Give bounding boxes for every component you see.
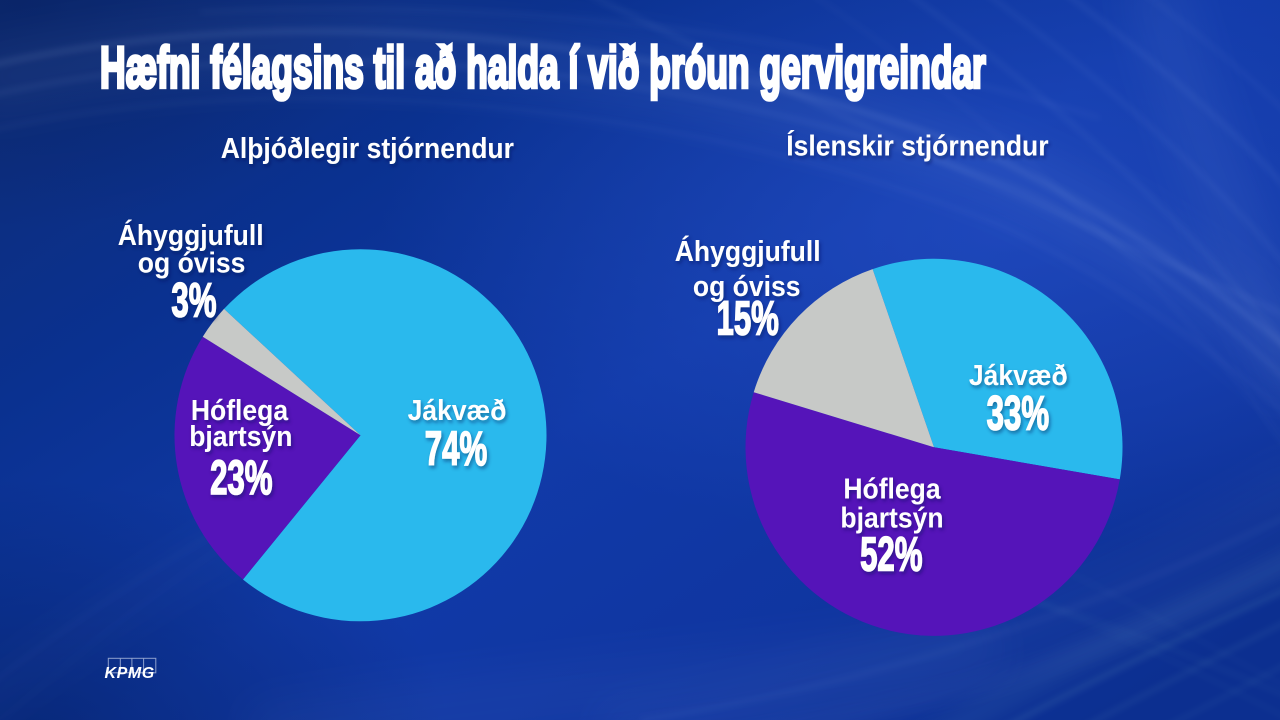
svg-text:Hæfni félagsins til að halda í: Hæfni félagsins til að halda í við þróun… bbox=[100, 36, 986, 101]
svg-text:Alþjóðlegir stjórnendur: Alþjóðlegir stjórnendur bbox=[221, 132, 514, 164]
svg-text:74%: 74% bbox=[425, 421, 487, 476]
svg-text:KPMG: KPMG bbox=[105, 665, 155, 682]
svg-text:Jákvæð: Jákvæð bbox=[969, 359, 1068, 391]
svg-text:52%: 52% bbox=[860, 527, 922, 582]
svg-text:Áhyggjufull: Áhyggjufull bbox=[675, 235, 821, 267]
svg-text:og óviss: og óviss bbox=[138, 246, 246, 278]
svg-text:Áhyggjufull: Áhyggjufull bbox=[118, 219, 264, 251]
svg-text:og óviss: og óviss bbox=[693, 270, 801, 302]
svg-text:33%: 33% bbox=[987, 386, 1049, 441]
svg-text:Hóflega: Hóflega bbox=[843, 472, 941, 504]
svg-text:3%: 3% bbox=[171, 273, 216, 328]
svg-text:bjartsýn: bjartsýn bbox=[189, 420, 292, 452]
svg-text:bjartsýn: bjartsýn bbox=[840, 502, 943, 534]
svg-text:15%: 15% bbox=[716, 291, 778, 346]
svg-text:23%: 23% bbox=[210, 450, 272, 505]
svg-text:Hóflega: Hóflega bbox=[191, 394, 289, 426]
svg-text:Íslenskir stjórnendur: Íslenskir stjórnendur bbox=[786, 129, 1049, 161]
svg-text:Jákvæð: Jákvæð bbox=[408, 394, 507, 426]
